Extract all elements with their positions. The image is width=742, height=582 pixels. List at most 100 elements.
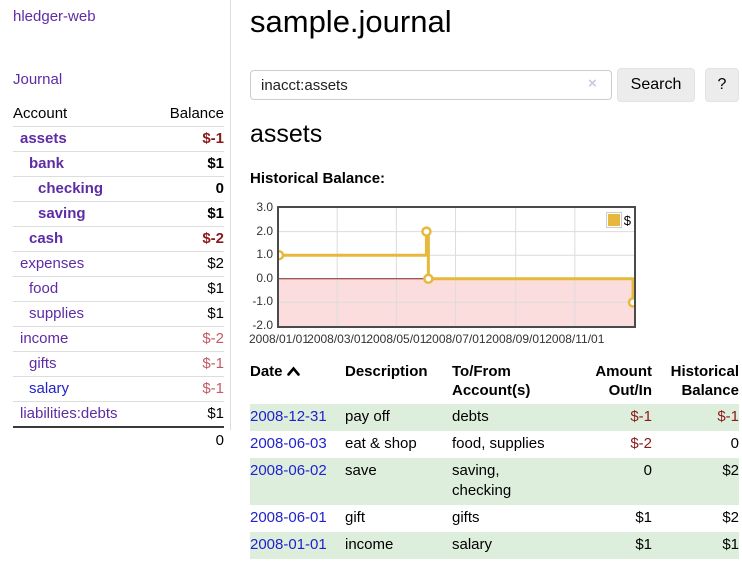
y-tick-label: 2.0 <box>256 223 273 238</box>
account-balance: $1 <box>151 151 224 177</box>
balance: $2 <box>722 462 739 479</box>
account-link-income[interactable]: income <box>20 330 69 347</box>
transaction-accounts: salary <box>452 536 493 553</box>
transaction-date-link[interactable]: 2008-06-01 <box>250 509 327 526</box>
sort-ascending-icon <box>286 366 300 376</box>
account-balance: 0 <box>151 176 224 202</box>
search-button[interactable]: Search <box>617 68 695 102</box>
register-row: 2008-06-02 save saving, checking 0 $2 <box>250 458 739 505</box>
account-row: salary $-1 <box>13 376 224 402</box>
accounts-header-account: Account <box>13 105 68 122</box>
register-header-date-label: Date <box>250 363 283 380</box>
account-link-bank[interactable]: bank <box>29 155 65 172</box>
amount: $1 <box>635 536 652 553</box>
amount: $-1 <box>630 408 652 425</box>
transaction-date: 2008-06-03 <box>250 431 345 458</box>
balance: $1 <box>722 536 739 553</box>
y-tick-label: 1.0 <box>256 247 273 262</box>
register-row: 2008-06-01 gift gifts $1 $2 <box>250 505 739 532</box>
legend-label: $ <box>623 212 631 228</box>
y-tick-label: 3.0 <box>256 200 273 214</box>
transaction-date-link[interactable]: 2008-01-01 <box>250 536 327 553</box>
app-title-link[interactable]: hledger-web <box>13 8 96 25</box>
x-tick-label: 2008/01/01 <box>248 332 310 346</box>
accounts-total-value: 0 <box>151 426 224 454</box>
transaction-accounts: debts <box>452 408 489 425</box>
register-header-amount: Amount Out/In <box>595 363 652 399</box>
transaction-description: eat & shop <box>345 435 417 452</box>
sidebar: hledger-web Journal Account Balance asse… <box>0 0 231 454</box>
account-link-food[interactable]: food <box>29 280 59 297</box>
account-balance: $-2 <box>151 326 224 352</box>
transaction-date: 2008-06-01 <box>250 505 345 532</box>
account-row: income $-2 <box>13 326 224 352</box>
search-input[interactable] <box>250 70 612 100</box>
register-header-date[interactable]: Date <box>250 360 345 404</box>
transaction-date-link[interactable]: 2008-12-31 <box>250 408 327 425</box>
register-header-row: Date Description To/From Account(s) Amou… <box>250 360 739 404</box>
account-link-salary[interactable]: salary <box>29 380 70 397</box>
account-balance: $-1 <box>151 351 224 377</box>
accounts-total-spacer <box>13 426 152 454</box>
amount: $1 <box>635 509 652 526</box>
account-row: supplies $1 <box>13 301 224 327</box>
historical-balance-chart: $ 3.0 2.0 1.0 0.0 -1.0 -2.0 2008/01/01 2008/03… <box>249 200 739 352</box>
account-row: cash $-2 <box>13 226 224 252</box>
x-tick-label: 2008/03/01 <box>307 332 368 346</box>
transaction-date-link[interactable]: 2008-06-03 <box>250 435 327 452</box>
y-tick-label: 0.0 <box>256 270 273 285</box>
account-balance: $1 <box>151 276 224 302</box>
account-link-cash[interactable]: cash <box>29 230 64 247</box>
accounts-table-body: assets $-1 bank $1 checking 0 saving $1 cash $-2 e… <box>13 126 224 427</box>
balance: 0 <box>730 435 739 452</box>
help-button[interactable]: ? <box>705 68 739 102</box>
account-row: liabilities:debts $1 <box>13 401 224 427</box>
account-row: assets $-1 <box>13 126 224 152</box>
main-content: sample.journal × Search ? assets Histori… <box>249 0 739 582</box>
accounts-header-balance: Balance <box>169 105 224 122</box>
account-heading: assets <box>250 120 323 148</box>
transaction-date-link[interactable]: 2008-06-02 <box>250 462 327 479</box>
account-link-expenses[interactable]: expenses <box>20 255 85 272</box>
account-link-checking[interactable]: checking <box>38 180 104 197</box>
account-balance: $-2 <box>151 226 224 252</box>
register-table: Date Description To/From Account(s) Amou… <box>250 360 739 559</box>
account-row: gifts $-1 <box>13 351 224 377</box>
register-header-description: Description <box>345 363 428 380</box>
account-row: food $1 <box>13 276 224 302</box>
amount: $-2 <box>630 435 652 452</box>
x-tick-label: 2008/11/01 <box>545 332 605 346</box>
transaction-description: pay off <box>345 408 390 425</box>
register-header-balance: Historical Balance <box>670 363 739 399</box>
transaction-accounts: saving, checking <box>452 462 512 499</box>
account-balance: $-1 <box>151 126 224 152</box>
account-link-supplies[interactable]: supplies <box>29 305 85 322</box>
accounts-header-row: Account Balance <box>13 102 224 127</box>
page-title: sample.journal <box>250 4 452 39</box>
account-row: expenses $2 <box>13 251 224 277</box>
account-link-gifts[interactable]: gifts <box>29 355 57 372</box>
balance: $2 <box>722 509 739 526</box>
account-balance: $1 <box>151 201 224 227</box>
chart-canvas <box>279 208 634 326</box>
x-tick-label: 2008/09/01 <box>485 332 546 346</box>
accounts-total-row: 0 <box>13 426 224 454</box>
legend-colorbox <box>605 212 622 228</box>
sidebar-item-journal[interactable]: Journal <box>13 71 63 88</box>
x-tick-label: 2008/07/01 <box>425 332 486 346</box>
transaction-date: 2008-06-02 <box>250 458 345 505</box>
account-link-saving[interactable]: saving <box>38 205 86 222</box>
transaction-description: income <box>345 536 394 553</box>
transaction-accounts: gifts <box>452 509 480 526</box>
balance: $-1 <box>717 408 739 425</box>
chart-title: Historical Balance: <box>250 170 386 187</box>
clear-search-icon[interactable]: × <box>588 75 597 92</box>
amount: 0 <box>643 462 652 479</box>
account-link-assets[interactable]: assets <box>20 130 67 147</box>
account-balance: $1 <box>151 301 224 327</box>
transaction-description: gift <box>345 509 366 526</box>
account-link-liabilities-debts[interactable]: liabilities:debts <box>20 405 118 422</box>
y-tick-label: -2.0 <box>252 318 273 332</box>
x-tick-label: 2008/05/01 <box>366 332 427 346</box>
register-row: 2008-01-01 income salary $1 $1 <box>250 532 739 559</box>
